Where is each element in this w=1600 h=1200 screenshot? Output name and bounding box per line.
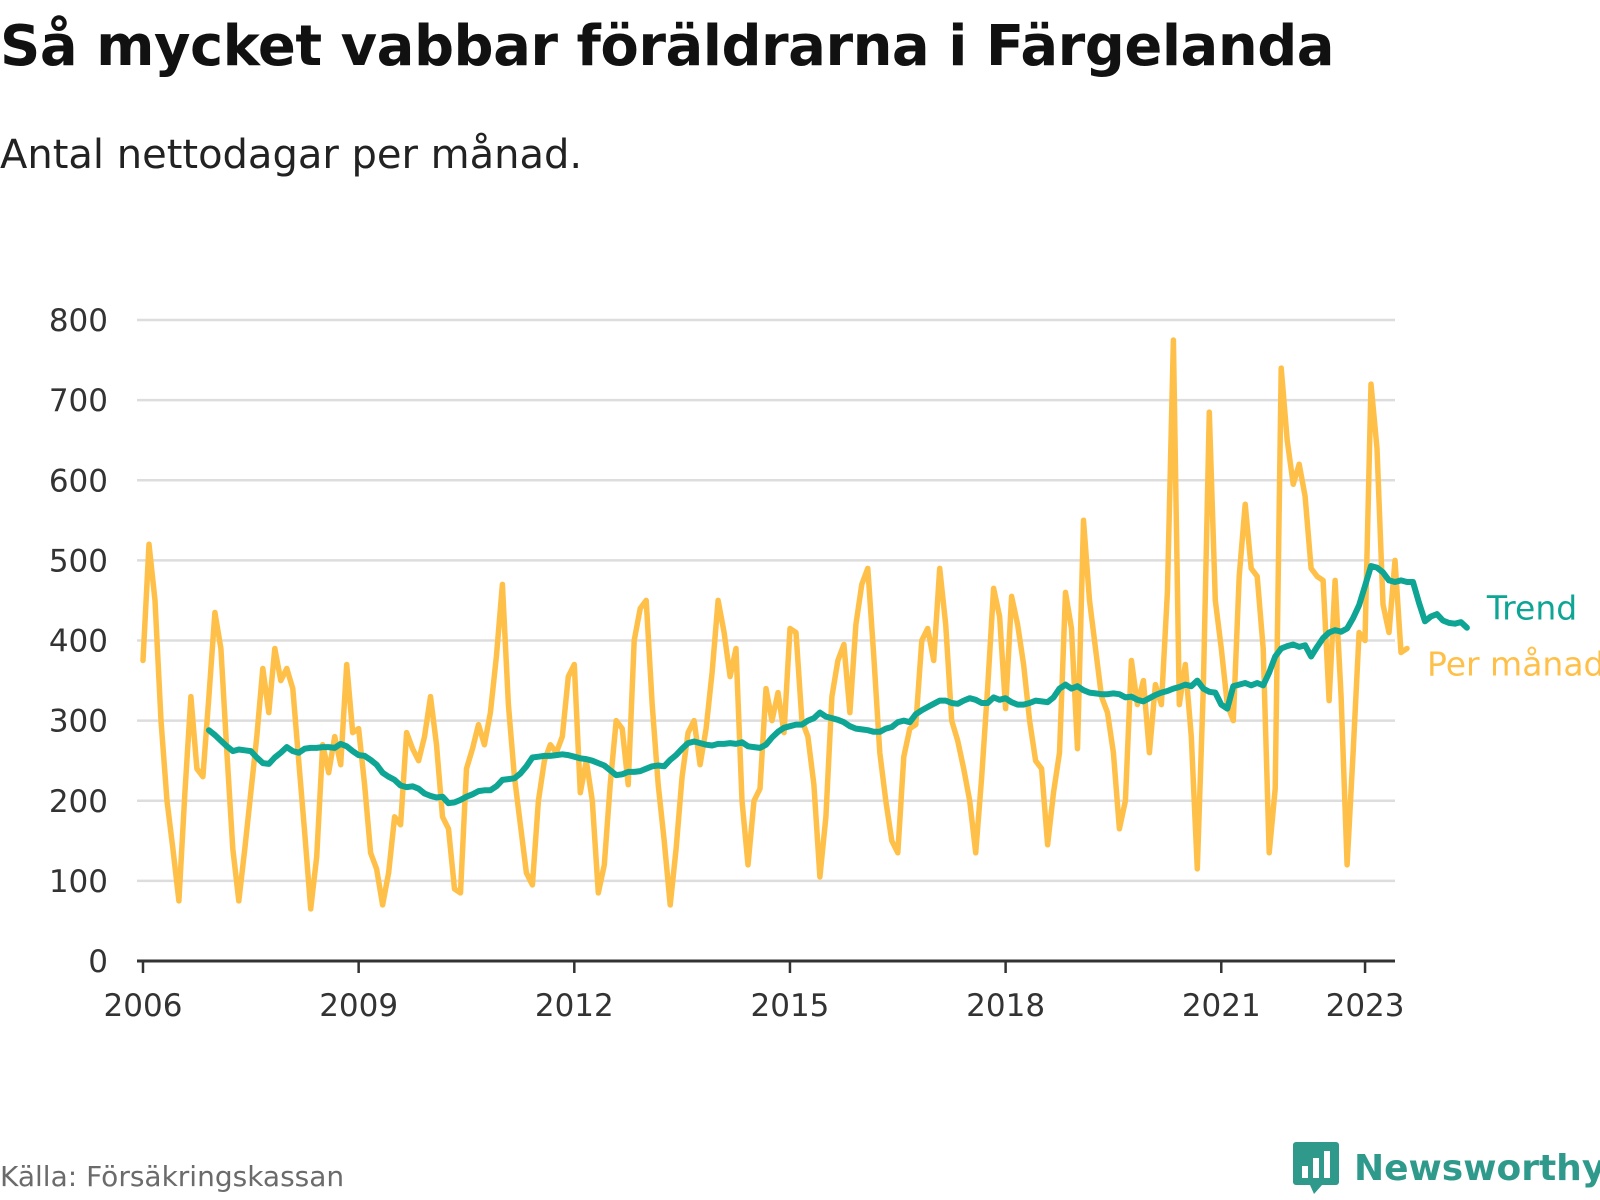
x-tick-label: 2023	[1326, 988, 1405, 1024]
y-tick-label: 300	[49, 704, 108, 740]
series-lines	[140, 337, 1470, 912]
y-tick-label: 500	[49, 543, 108, 579]
y-tick-label: 600	[49, 463, 108, 499]
x-tick-label: 2015	[751, 988, 830, 1024]
series-label-per-month: Per månad	[1427, 645, 1600, 684]
chart-speech-bubble-icon	[1293, 1142, 1339, 1194]
y-tick-label: 400	[49, 624, 108, 660]
x-tick-label: 2012	[535, 988, 614, 1024]
y-tick-label: 800	[49, 303, 108, 339]
x-tick-label: 2009	[319, 988, 398, 1024]
x-tick-label: 2021	[1182, 988, 1261, 1024]
source-note: Källa: Försäkringskassan	[0, 1160, 345, 1193]
x-axis-ticks: 2006 2009 2012 2015 2018 2021 2023	[104, 961, 1405, 1024]
y-axis-ticks: 0 100 200 300 400 500 600 700 800	[49, 303, 108, 980]
series-labels: Trend Per månad	[1427, 589, 1600, 684]
brand[interactable]: Newsworthy	[1292, 1140, 1600, 1196]
y-tick-label: 200	[49, 784, 108, 820]
series-line-per-month	[140, 337, 1410, 912]
chart-title: Så mycket vabbar föräldrarna i Färgeland…	[0, 14, 1335, 79]
x-tick-label: 2006	[104, 988, 183, 1024]
y-tick-label: 700	[49, 383, 108, 419]
series-line-trend	[205, 563, 1470, 807]
y-tick-label: 0	[88, 944, 108, 980]
x-tick-label: 2018	[966, 988, 1045, 1024]
series-label-trend: Trend	[1486, 589, 1577, 628]
brand-name: Newsworthy	[1354, 1147, 1600, 1189]
y-tick-label: 100	[49, 864, 108, 900]
chart-subtitle: Antal nettodagar per månad.	[0, 132, 583, 178]
